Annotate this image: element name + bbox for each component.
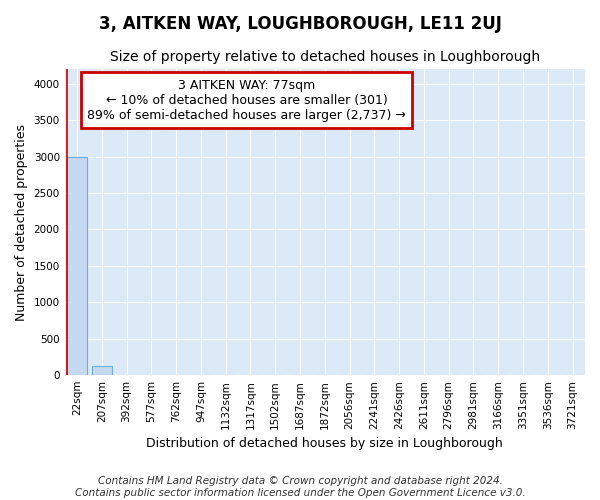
Bar — [92, 366, 112, 375]
Text: Contains HM Land Registry data © Crown copyright and database right 2024.
Contai: Contains HM Land Registry data © Crown c… — [74, 476, 526, 498]
Text: 3, AITKEN WAY, LOUGHBOROUGH, LE11 2UJ: 3, AITKEN WAY, LOUGHBOROUGH, LE11 2UJ — [98, 15, 502, 33]
Title: Size of property relative to detached houses in Loughborough: Size of property relative to detached ho… — [110, 50, 540, 64]
Bar — [67, 156, 87, 375]
Text: 3 AITKEN WAY: 77sqm
← 10% of detached houses are smaller (301)
89% of semi-detac: 3 AITKEN WAY: 77sqm ← 10% of detached ho… — [88, 78, 406, 122]
Y-axis label: Number of detached properties: Number of detached properties — [15, 124, 28, 320]
X-axis label: Distribution of detached houses by size in Loughborough: Distribution of detached houses by size … — [146, 437, 503, 450]
